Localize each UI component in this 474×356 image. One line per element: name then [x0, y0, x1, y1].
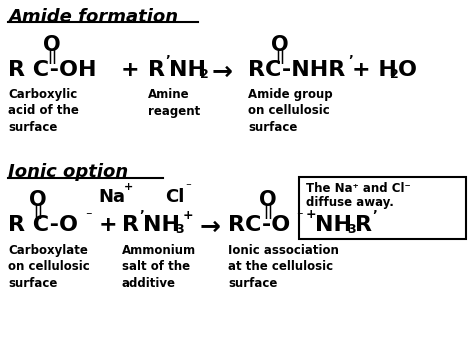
Text: R: R	[122, 215, 139, 235]
Text: ⁻: ⁻	[85, 210, 91, 223]
Text: →: →	[200, 215, 220, 239]
Text: The Na⁺ and Cl⁻: The Na⁺ and Cl⁻	[306, 182, 411, 195]
Text: Ionic association
at the cellulosic
surface: Ionic association at the cellulosic surf…	[228, 244, 339, 290]
Text: ⁻: ⁻	[185, 182, 191, 192]
Text: NH: NH	[315, 215, 352, 235]
Text: Carboxylic
acid of the
surface: Carboxylic acid of the surface	[8, 88, 79, 134]
Text: diffuse away.: diffuse away.	[306, 196, 394, 209]
Text: 2: 2	[390, 68, 399, 81]
Text: +: +	[121, 60, 139, 80]
Text: 3: 3	[347, 223, 356, 236]
Text: +: +	[99, 215, 117, 235]
Text: RC-O: RC-O	[228, 215, 290, 235]
Text: +: +	[183, 209, 193, 222]
Text: R: R	[355, 215, 372, 235]
Text: ||: ||	[47, 50, 57, 64]
Text: 3: 3	[175, 223, 183, 236]
Text: NH: NH	[143, 215, 180, 235]
Text: O: O	[271, 35, 289, 55]
Text: ’: ’	[165, 54, 170, 67]
Text: Ionic option: Ionic option	[8, 163, 128, 181]
Text: +: +	[124, 182, 133, 192]
Text: ||: ||	[33, 205, 43, 219]
Text: Amine
reagent: Amine reagent	[148, 88, 200, 117]
Text: ||: ||	[275, 50, 285, 64]
Text: ⁻: ⁻	[296, 210, 302, 223]
Text: 2: 2	[200, 68, 209, 81]
Text: +: +	[306, 208, 317, 221]
Text: ||: ||	[263, 205, 273, 219]
Text: R: R	[148, 60, 165, 80]
FancyBboxPatch shape	[299, 177, 466, 239]
Text: O: O	[29, 190, 47, 210]
Text: Amide formation: Amide formation	[8, 8, 178, 26]
Text: →: →	[211, 60, 233, 84]
Text: R C-O: R C-O	[8, 215, 78, 235]
Text: Cl: Cl	[165, 188, 184, 206]
Text: O: O	[43, 35, 61, 55]
Text: ’: ’	[139, 209, 144, 222]
Text: ’: ’	[348, 54, 353, 67]
Text: RC-NHR: RC-NHR	[248, 60, 345, 80]
Text: Carboxylate
on cellulosic
surface: Carboxylate on cellulosic surface	[8, 244, 90, 290]
Text: R C-OH: R C-OH	[8, 60, 97, 80]
Text: Amide group
on cellulosic
surface: Amide group on cellulosic surface	[248, 88, 333, 134]
Text: + H: + H	[352, 60, 397, 80]
Text: ’: ’	[372, 209, 377, 222]
Text: O: O	[398, 60, 417, 80]
Text: NH: NH	[169, 60, 206, 80]
Text: O: O	[259, 190, 277, 210]
Text: Na: Na	[98, 188, 125, 206]
Text: Ammonium
salt of the
additive: Ammonium salt of the additive	[122, 244, 196, 290]
